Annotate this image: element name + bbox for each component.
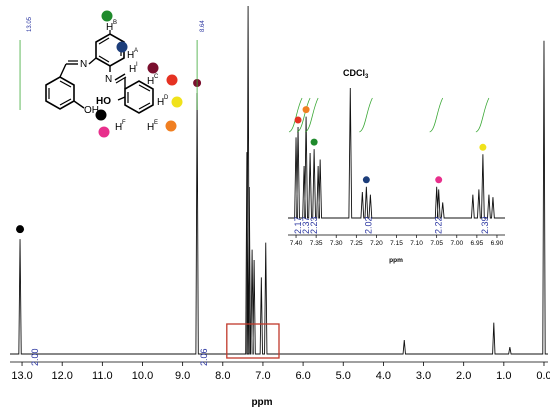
n-label-right: N [105,74,112,85]
x-tick-label-3: 10.0 [132,370,153,382]
x-tick-label-12: 1.0 [496,370,511,382]
x-tick-label-5: 8.0 [215,370,230,382]
inset-x-tick-label-0: 7.40 [290,240,303,247]
hf-label: H [115,122,122,133]
inset-peak-marker-5 [479,143,487,151]
ho-label: HO [96,96,111,107]
x-tick-label-9: 4.0 [376,370,391,382]
x-tick-label-2: 11.0 [92,370,113,382]
inset-integration-label-1: 2.37 [301,216,311,234]
inset-spectrum-line [288,87,505,219]
marker-hf [98,126,110,138]
spectrum-line [10,5,548,355]
x-axis-ticks: 13.0 12.0 11.0 10.0 9.0 8.0 7.0 6.0 5.0 4.0 3.0 2.0… [10,361,550,382]
inset-x-axis-ticks: 7.40 7.35 7.30 7.25 7.20 7.15 7.10 7.05 7.00 6.95… [288,234,505,247]
solvent-label: CDCl3 [343,68,369,80]
inset-x-tick-label-8: 7.00 [450,240,463,247]
x-tick-label-6: 7.0 [255,370,270,382]
inset-x-axis-title: ppm [389,257,403,264]
hd-sup: D [164,95,169,101]
hf-sup: F [122,120,126,126]
inset-x-tick-label-9: 6.95 [471,240,484,247]
chemical-structure: OH N H B H A N H [45,10,183,138]
inset-peak-marker-1 [302,106,310,114]
phenol-ring-right [124,80,154,114]
hb-label: H [106,22,113,33]
he-sup: E [154,120,158,126]
ha-sup: A [134,48,138,54]
inset-peak-marker-4 [435,176,443,184]
x-tick-label-0: 13.0 [11,370,32,382]
hc-sup: C [154,74,159,80]
inset-integration-curve-4 [429,97,444,133]
marker-hb [101,10,113,22]
zoom-highlight-box [226,323,280,359]
marker-hd [171,96,183,108]
x-tick-label-8: 5.0 [336,370,351,382]
inset-peak-marker-0 [294,116,302,124]
marker-ho [95,109,107,121]
ha-label: H [127,50,134,61]
integration-label-8-64: 2.06 [199,348,209,366]
x-tick-label-7: 6.0 [295,370,310,382]
inset-peak-marker-3 [362,176,370,184]
inset-integration-curve-5 [475,97,490,133]
x-tick-label-1: 12.0 [51,370,72,382]
x-tick-label-13: 0.0 [536,370,550,382]
inset-x-tick-label-3: 7.25 [350,240,363,247]
x-tick-label-10: 3.0 [416,370,431,382]
inset-spectrum-layer [288,87,505,219]
marker-hi [147,62,159,74]
hc-label: H [147,76,154,87]
x-tick-label-11: 2.0 [456,370,471,382]
he-label: H [147,122,154,133]
top-label-13-05: 13.05 [27,16,33,32]
oh-label: OH [84,105,99,116]
peak-marker-0 [16,225,25,234]
inset-peak-markers [294,106,487,184]
marker-he [165,120,177,132]
spectrum-layer [10,5,548,359]
hd-label: H [157,97,164,108]
hi-label: H [129,64,136,75]
inset-integration-label-2: 2.23 [309,216,319,234]
solvent-label-text: CDCl [343,68,365,78]
inset-integration-curve-1 [296,97,311,133]
inset-integration-label-4: 2.22 [434,216,444,234]
inset-background [284,60,509,260]
inset-x-tick-label-7: 7.05 [430,240,443,247]
solvent-label-subscript: 3 [365,74,369,80]
inset-x-tick-label-10: 6.90 [491,240,504,247]
inset-x-tick-label-2: 7.30 [330,240,343,247]
inset-integration-label-3: 2.02 [363,216,373,234]
inset-integration-curve-2 [304,97,319,133]
inset-x-tick-label-4: 7.20 [370,240,383,247]
hi-sup: I [136,62,138,68]
top-label-8-64: 8.64 [200,20,206,32]
inset-peak-marker-2 [310,138,318,146]
n-label-left: N [80,59,87,70]
inset-x-tick-label-6: 7.10 [410,240,423,247]
integration-label-13-05: 2.00 [30,348,40,366]
marker-hc [166,74,178,86]
marker-ha [116,41,128,53]
x-tick-label-4: 9.0 [175,370,190,382]
x-axis-title: ppm [251,397,272,408]
inset-integration-label-0: 2.17 [293,216,303,234]
inset-x-tick-label-5: 7.15 [390,240,403,247]
inset-integration-labels: 2.172.372.23 2.02 2.22 2.39 [293,216,490,234]
inset-x-tick-label-1: 7.35 [310,240,323,247]
hb-sup: B [113,20,117,26]
inset-integration-label-5: 2.39 [480,216,490,234]
inset-integration-curve-3 [359,97,373,133]
